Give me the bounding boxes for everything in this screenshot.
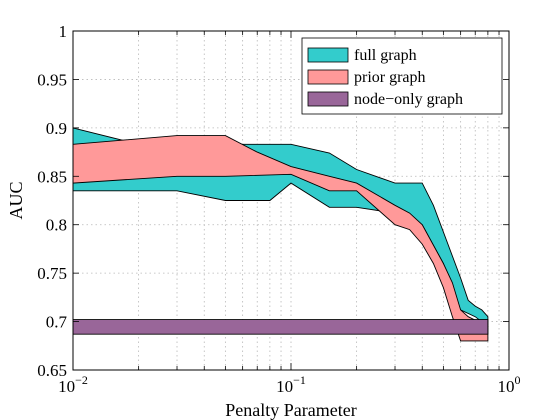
x-tick-label: 100 <box>498 373 521 396</box>
tick-marks <box>72 30 510 371</box>
y-tick-label: 0.95 <box>37 70 67 89</box>
y-tick-labels: 0.65 0.7 0.75 0.8 0.85 0.9 0.95 1 <box>37 22 67 380</box>
x-tick-label: 10−1 <box>276 373 306 396</box>
legend-swatch-1 <box>307 69 349 85</box>
series-band-2 <box>72 319 489 335</box>
y-tick-label: 0.9 <box>46 119 67 138</box>
x-tick-label: 10−2 <box>58 373 88 396</box>
y-tick-label: 0.65 <box>37 361 67 380</box>
y-tick-label: 0.7 <box>46 313 68 332</box>
y-tick-label: 1 <box>59 22 68 41</box>
legend-swatch-0 <box>307 47 349 63</box>
x-tick-labels: 10−2 10−1 100 <box>58 373 520 396</box>
x-axis-title: Penalty Parameter <box>225 400 356 420</box>
legend: full graph prior graph node−only graph <box>301 37 503 115</box>
y-tick-label: 0.8 <box>46 216 67 235</box>
y-tick-label: 0.85 <box>37 167 67 186</box>
legend-label-1: prior graph <box>354 69 426 86</box>
legend-label-2: node−only graph <box>354 91 463 108</box>
legend-label-0: full graph <box>354 47 417 64</box>
legend-swatch-2 <box>307 91 349 107</box>
y-tick-label: 0.75 <box>37 264 67 283</box>
y-axis-title: AUC <box>6 181 26 219</box>
